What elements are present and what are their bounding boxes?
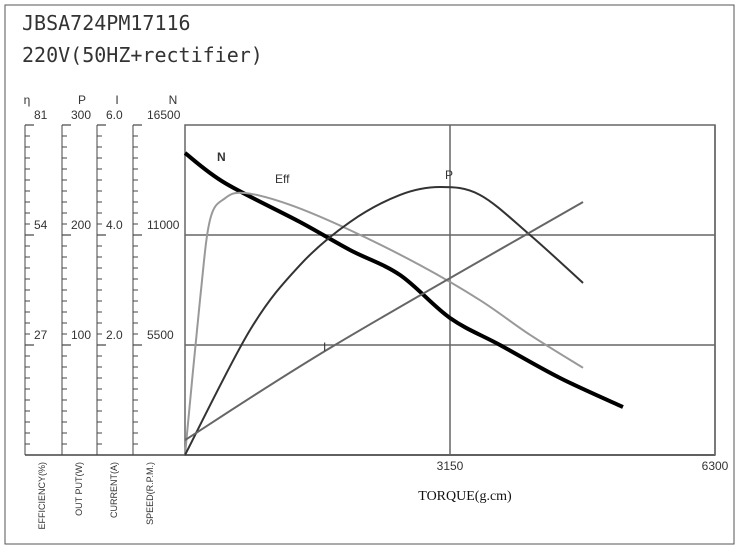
axis-symbol: η <box>24 93 31 107</box>
chart-title: JBSA724PM17116 <box>22 11 191 35</box>
series-label: P <box>445 168 453 182</box>
series-label: N <box>217 150 226 164</box>
series-line <box>184 201 584 441</box>
x-tick-label: 6300 <box>702 459 729 473</box>
y-tick-label: 27 <box>34 328 48 342</box>
y-axis-label: OUT PUT(W) <box>74 462 84 516</box>
frame <box>4 4 735 545</box>
axis-symbol: P <box>78 93 86 107</box>
axis-symbol: I <box>115 93 118 107</box>
y-tick-label: 16500 <box>147 108 181 122</box>
axis-symbol: N <box>169 93 178 107</box>
chart-subtitle: 220V(50HZ+rectifier) <box>22 43 263 67</box>
series-line <box>184 191 584 456</box>
y-tick-label: 6.0 <box>106 108 123 122</box>
x-axis-label: TORQUE(g.cm) <box>418 489 512 504</box>
y-axis-label: SPEED(R.P.M.) <box>145 462 155 525</box>
y-tick-label: 300 <box>71 108 91 122</box>
series-label: Eff <box>275 172 290 186</box>
y-tick-label: 100 <box>71 328 91 342</box>
y-tick-label: 11000 <box>147 218 180 232</box>
y-tick-label: 2.0 <box>106 328 123 342</box>
y-tick-label: 200 <box>71 218 91 232</box>
series-line <box>184 186 584 456</box>
series-label: I <box>323 340 326 354</box>
y-tick-label: 81 <box>34 108 48 122</box>
series-line <box>183 151 624 409</box>
x-tick-label: 3150 <box>437 459 464 473</box>
y-axis-label: CURRENT(A) <box>109 462 119 518</box>
y-tick-label: 5500 <box>147 328 174 342</box>
y-tick-label: 4.0 <box>106 218 123 232</box>
y-tick-label: 54 <box>34 218 48 232</box>
y-axis-label: EFFICIENCY(%) <box>37 462 47 530</box>
